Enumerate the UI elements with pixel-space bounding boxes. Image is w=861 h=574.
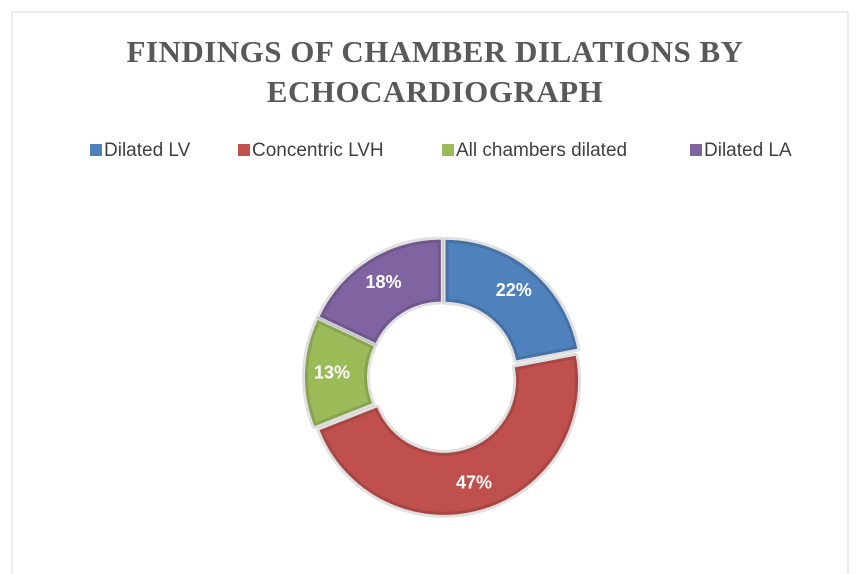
title-line: FINDINGS OF CHAMBER DILATIONS BY: [126, 34, 743, 69]
title-line: ECHOCARDIOGRAPH: [267, 74, 603, 109]
donut-slice: [316, 352, 582, 518]
legend-swatch: [442, 144, 454, 156]
legend-label: Dilated LV: [104, 140, 191, 161]
legend-swatch: [690, 144, 702, 156]
data-label: 13%: [314, 362, 350, 382]
legend-swatch: [90, 144, 102, 156]
donut-slice: [442, 236, 581, 364]
legend-label: All chambers dilated: [456, 140, 627, 161]
data-label: 22%: [496, 280, 532, 300]
data-label: 47%: [456, 472, 492, 492]
donut-slice: [316, 236, 444, 346]
legend-label: Dilated LA: [704, 140, 792, 161]
data-label: 18%: [366, 272, 402, 292]
legend-swatch: [238, 144, 250, 156]
legend-label: Concentric LVH: [252, 140, 384, 161]
donut-slice: [302, 316, 377, 430]
chart-title: FINDINGS OF CHAMBER DILATIONS BY ECHOCARD…: [126, 34, 743, 109]
